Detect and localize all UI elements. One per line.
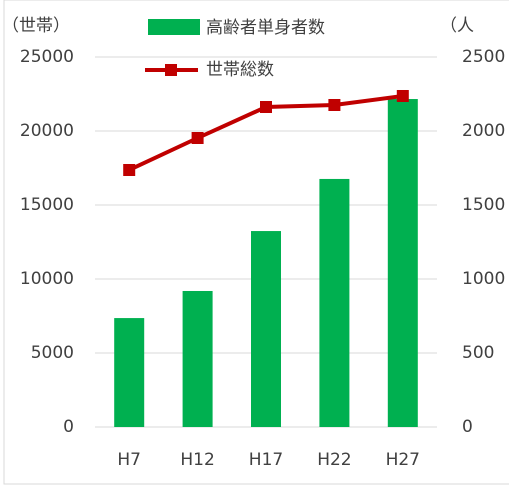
bar — [387, 99, 418, 428]
x-tick-label: H7 — [117, 450, 141, 470]
y-axis-label: （世帯） — [2, 16, 70, 36]
y2-tick-label: 1000 — [462, 269, 505, 289]
y2-tick-label: 2500 — [462, 47, 505, 67]
x-tick-label: H12 — [180, 450, 214, 470]
x-tick-label: H22 — [317, 450, 351, 470]
y-tick-label: 25000 — [20, 47, 74, 67]
bar — [319, 178, 350, 427]
y-tick-label: 20000 — [20, 121, 74, 141]
bar — [251, 231, 281, 427]
marker — [396, 89, 409, 102]
y-tick-label: 0 — [63, 417, 74, 437]
legend-label: 高齢者単身者数 — [206, 18, 325, 38]
marker — [191, 132, 204, 145]
y2-tick-label: 0 — [462, 417, 473, 437]
marker — [123, 163, 136, 176]
y2-tick-label: 2000 — [462, 121, 505, 141]
y-tick-label: 5000 — [31, 343, 74, 363]
y2-tick-label: 1500 — [462, 195, 505, 215]
marker — [328, 98, 341, 111]
chart-frame — [3, 0, 509, 485]
legend-label: 世帯総数 — [206, 60, 274, 80]
x-tick-label: H17 — [249, 450, 283, 470]
bar — [182, 290, 213, 427]
y2-tick-label: 500 — [462, 343, 494, 363]
y-tick-label: 15000 — [20, 195, 74, 215]
marker — [260, 100, 272, 113]
y-tick-label: 10000 — [20, 269, 74, 289]
legend-swatch — [148, 19, 200, 35]
bar — [114, 318, 145, 427]
x-tick-label: H27 — [386, 450, 420, 470]
legend-marker — [165, 64, 177, 76]
y2-axis-label: （人 — [440, 16, 474, 36]
